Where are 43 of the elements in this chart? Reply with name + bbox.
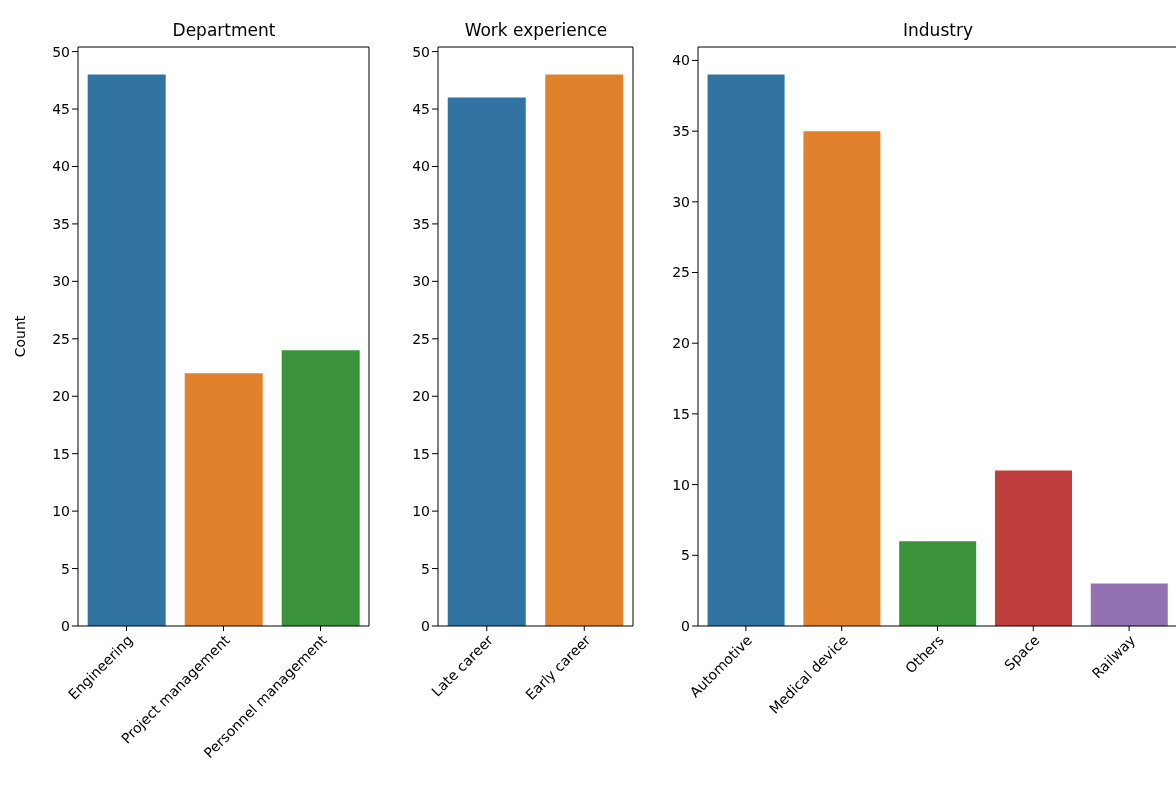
y-tick-label: 45 (412, 101, 430, 118)
y-tick-label: 10 (412, 503, 430, 520)
y-tick-label: 25 (672, 264, 690, 281)
bar (87, 74, 166, 626)
y-tick-label: 5 (421, 560, 430, 577)
y-tick-label: 40 (412, 158, 430, 175)
y-tick-label: 0 (681, 617, 690, 634)
y-tick-label: 40 (52, 158, 70, 175)
y-tick-label: 25 (52, 330, 70, 347)
bar (803, 131, 881, 626)
bar (184, 373, 263, 626)
y-tick-label: 15 (412, 445, 430, 462)
chart-title: Department (171, 20, 277, 40)
bar (707, 74, 785, 626)
y-tick-label: 30 (412, 273, 430, 290)
y-tick-label: 45 (52, 101, 70, 118)
y-tick-label: 10 (672, 476, 690, 493)
bar (899, 541, 977, 626)
y-tick-label: 35 (672, 123, 690, 140)
y-tick-label: 20 (412, 388, 430, 405)
y-tick-label: 0 (61, 617, 70, 634)
y-tick-label: 0 (421, 617, 430, 634)
y-tick-label: 35 (412, 215, 430, 232)
y-tick-label: 30 (52, 273, 70, 290)
y-axis-title: Count (11, 315, 28, 358)
y-tick-label: 15 (52, 445, 70, 462)
y-tick-label: 50 (52, 43, 70, 60)
y-tick-label: 5 (681, 547, 690, 564)
bar (281, 350, 360, 626)
bar (1090, 583, 1168, 626)
bar (994, 470, 1072, 626)
y-tick-label: 30 (672, 193, 690, 210)
y-tick-label: 40 (672, 52, 690, 69)
y-tick-label: 5 (61, 560, 70, 577)
y-tick-label: 15 (672, 405, 690, 422)
y-tick-label: 50 (412, 43, 430, 60)
y-tick-label: 20 (672, 335, 690, 352)
y-tick-label: 10 (52, 503, 70, 520)
y-tick-label: 20 (52, 388, 70, 405)
chart-title: Industry (902, 20, 974, 40)
y-tick-label: 35 (52, 215, 70, 232)
y-tick-label: 25 (412, 330, 430, 347)
chart-title: Work experience (463, 20, 609, 40)
